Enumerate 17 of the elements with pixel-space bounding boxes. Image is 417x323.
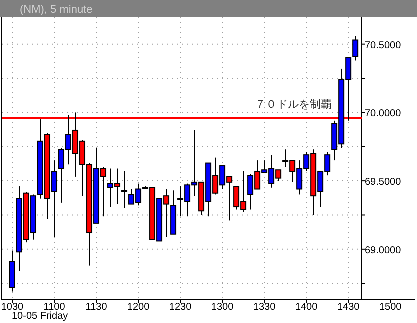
ref-label: ７０ドルを制覇: [255, 99, 332, 112]
xtick: 1330: [253, 302, 276, 313]
xtick: 1230: [169, 302, 192, 313]
xtick: 1130: [86, 302, 108, 313]
ytick: 69.0000: [365, 245, 402, 256]
xtick: 1500: [379, 302, 402, 313]
annotation: 10-05 Friday: [12, 311, 68, 322]
ytick: 70.5000: [365, 40, 402, 52]
xtick: 1400: [295, 302, 318, 313]
xtick: 1300: [211, 302, 234, 313]
xtick: 1030: [1, 302, 24, 313]
title: (NM), 5 minute: [20, 4, 93, 16]
xtick: 1430: [337, 302, 360, 313]
ytick: 69.5000: [365, 177, 402, 188]
ytick: 70.0000: [365, 108, 402, 120]
xtick: 1200: [127, 302, 150, 313]
xtick: 1100: [44, 302, 66, 313]
